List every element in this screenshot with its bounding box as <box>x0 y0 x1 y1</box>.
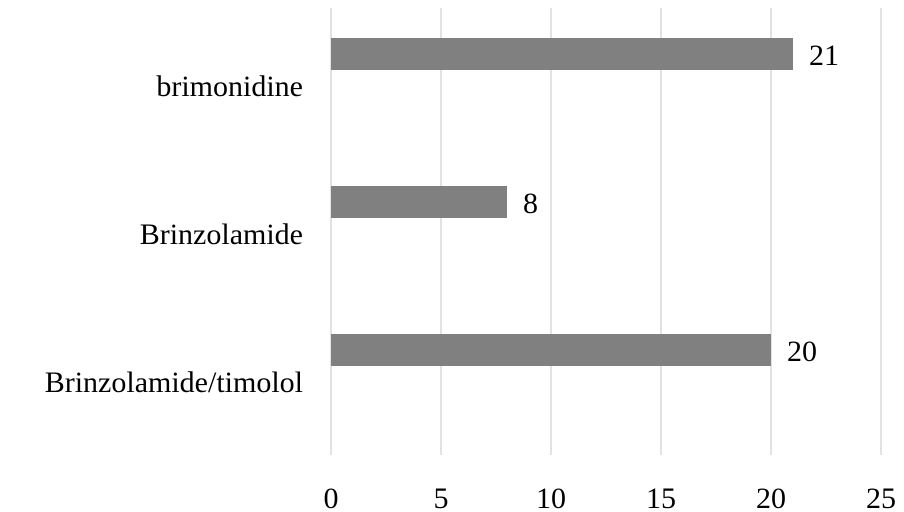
bar <box>331 38 793 70</box>
bar <box>331 186 507 218</box>
x-tick-label: 5 <box>434 482 449 512</box>
data-label: 20 <box>787 335 817 368</box>
gridlines <box>330 8 882 455</box>
x-tick-label: 20 <box>756 482 786 512</box>
data-labels: 21 8 20 <box>523 39 839 368</box>
bars <box>331 38 793 366</box>
bar <box>331 334 771 366</box>
category-label: Brinzolamide <box>140 218 303 251</box>
x-tick-label: 25 <box>866 482 896 512</box>
x-tick-label: 10 <box>536 482 566 512</box>
data-label: 21 <box>809 39 839 72</box>
category-labels: brimonidine Brinzolamide Brinzolamide/timo… <box>45 70 303 399</box>
x-tick-label: 15 <box>646 482 676 512</box>
category-label: Brinzolamide/timolol <box>45 366 303 399</box>
data-label: 8 <box>523 187 538 220</box>
x-tick-label: 0 <box>324 482 339 512</box>
x-axis-tick-labels: 0 5 10 15 20 25 <box>324 482 897 512</box>
category-label: brimonidine <box>156 70 303 103</box>
